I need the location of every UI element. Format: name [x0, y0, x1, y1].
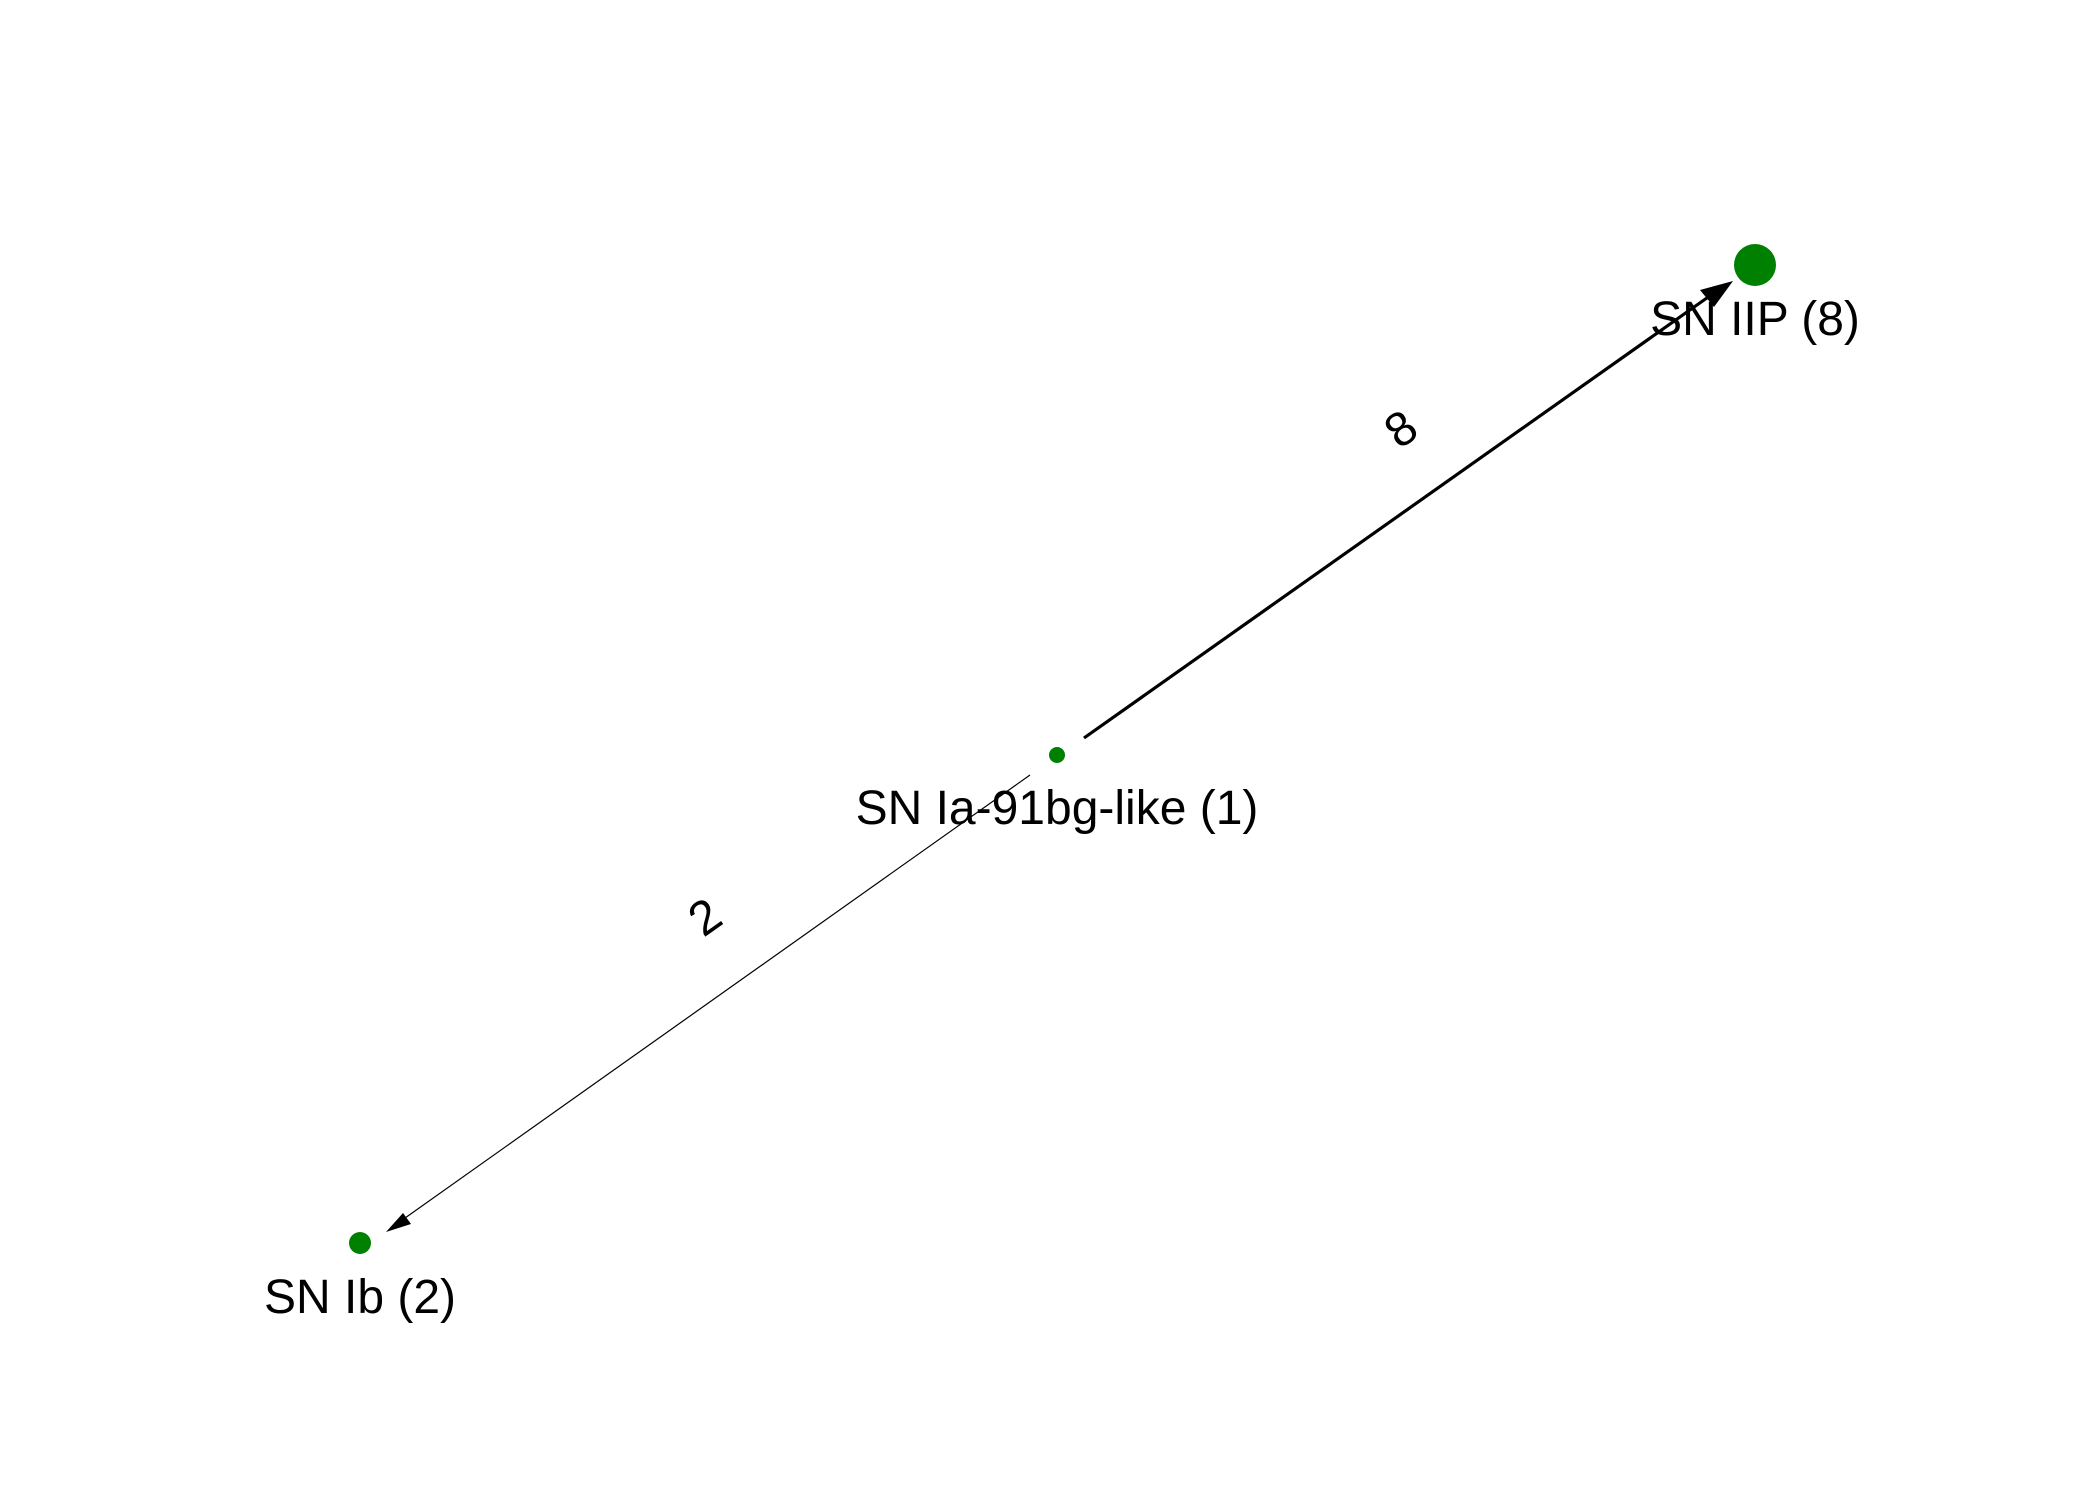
- node-marker-ib: [349, 1232, 371, 1254]
- node-label-iip: SN IIP (8): [1650, 293, 1860, 346]
- node-marker-iip: [1734, 244, 1776, 286]
- edge-line-iip: [1083, 286, 1722, 740]
- node-sn-ia-91bg-like[interactable]: SN Ia-91bg-like (1): [856, 747, 1259, 835]
- arrowhead-iip: [1700, 281, 1733, 307]
- node-sn-ib[interactable]: SN Ib (2): [264, 1232, 456, 1324]
- node-sn-iip[interactable]: SN IIP (8): [1650, 244, 1860, 346]
- edge-line-ib: [397, 774, 1031, 1224]
- edge-label-iip: 8: [1375, 400, 1427, 459]
- node-label-ia91bg: SN Ia-91bg-like (1): [856, 782, 1259, 835]
- node-label-ib: SN Ib (2): [264, 1271, 456, 1324]
- node-marker-ia91bg: [1049, 747, 1065, 763]
- edge-ia91bg-to-ib: 2: [386, 774, 1031, 1232]
- arrowhead-ib: [386, 1213, 411, 1232]
- edge-ia91bg-to-iip: 8: [1083, 281, 1733, 740]
- edge-label-ib: 2: [679, 888, 731, 947]
